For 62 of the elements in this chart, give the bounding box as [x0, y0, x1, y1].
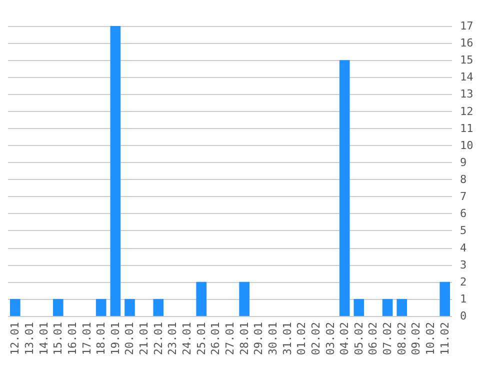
x-tick-label: 02.02: [309, 322, 322, 356]
bar: [10, 298, 20, 316]
x-tick-label: 06.02: [366, 322, 380, 356]
y-tick-label: 10: [460, 138, 474, 152]
y-tick-label: 12: [460, 104, 474, 118]
x-tick-label: 28.01: [238, 322, 251, 356]
bar: [52, 298, 64, 316]
y-tick-label: 13: [460, 88, 474, 101]
bar: [239, 282, 250, 316]
bar: [354, 298, 364, 316]
x-tick-label: 29.01: [252, 322, 266, 356]
x-tick-label: 12.01: [8, 322, 22, 356]
x-tick-label: 08.02: [395, 322, 408, 356]
bar: [153, 298, 164, 316]
bar: [382, 298, 393, 316]
y-tick-label: 8: [460, 173, 467, 186]
y-tick-label: 16: [460, 36, 474, 50]
x-tick-label: 22.01: [152, 322, 165, 356]
y-tick-label: 17: [460, 20, 474, 32]
x-tick-label: 09.02: [410, 322, 423, 356]
x-tick-label: 21.01: [138, 322, 151, 356]
y-tick-label: 5: [460, 224, 467, 238]
x-tick-label: 27.01: [224, 322, 236, 356]
bar: [110, 26, 121, 316]
x-tick-label: 17.01: [80, 322, 94, 356]
x-tick-label: 20.01: [123, 322, 136, 356]
bar: [339, 60, 350, 316]
y-tick-label: 1: [460, 292, 467, 306]
bar: [96, 298, 106, 316]
y-tick-label: 9: [460, 156, 467, 169]
y-tick-label: 11: [460, 122, 474, 135]
x-tick-label: 18.01: [94, 322, 108, 356]
x-tick-label: 03.02: [324, 322, 337, 356]
x-tick-label: 10.02: [424, 322, 438, 356]
y-tick-label: 7: [460, 190, 467, 204]
bar: [396, 298, 408, 316]
y-tick-label: 6: [460, 207, 467, 220]
y-tick-label: 15: [460, 54, 474, 67]
x-tick-label: 19.01: [108, 322, 122, 356]
x-tick-label: 15.01: [52, 322, 65, 356]
x-tick-label: 04.02: [338, 322, 352, 356]
x-tick-label: 30.01: [266, 322, 280, 356]
bar: [440, 282, 450, 316]
y-tick-label: 3: [460, 258, 467, 272]
bar: [124, 298, 135, 316]
x-tick-label: 31.01: [280, 322, 294, 356]
x-tick-label: 24.01: [180, 322, 194, 356]
x-tick-label: 11.02: [438, 322, 452, 356]
y-tick-label: 0: [460, 310, 467, 322]
x-tick-label: 07.02: [381, 322, 394, 356]
y-tick-label: 2: [460, 275, 467, 288]
y-tick-label: 4: [460, 241, 467, 254]
x-tick-label: 16.01: [66, 322, 79, 356]
x-tick-label: 25.01: [194, 322, 208, 356]
x-tick-label: 13.01: [22, 322, 36, 356]
x-tick-label: 26.01: [209, 322, 222, 356]
y-tick-label: 14: [460, 70, 474, 84]
x-tick-label: 23.01: [166, 322, 180, 356]
x-tick-label: 14.01: [37, 322, 50, 356]
x-tick-label: 05.02: [352, 322, 366, 356]
x-tick-label: 01.02: [295, 322, 308, 356]
bar: [196, 282, 207, 316]
